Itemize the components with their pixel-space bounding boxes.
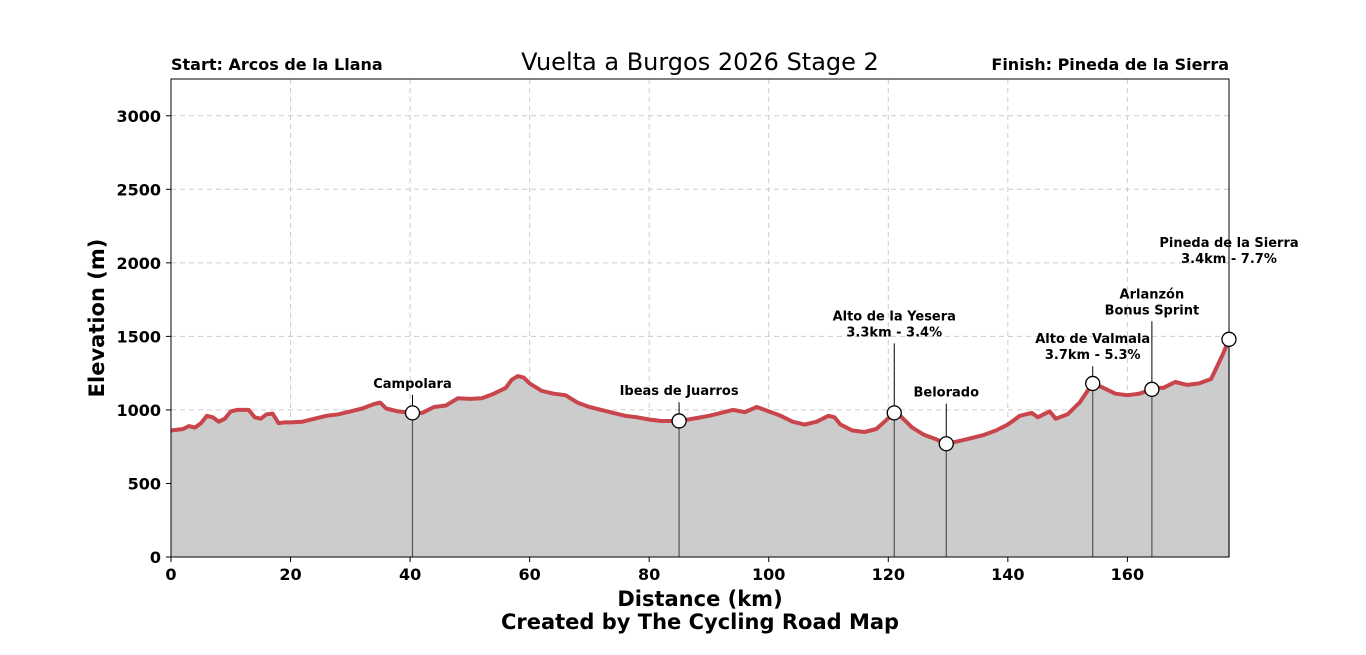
x-tick-label: 0 — [165, 565, 176, 584]
annotation-label: 3.7km - 5.3% — [1045, 348, 1141, 363]
annotation-stems — [411, 269, 1230, 557]
annotation-label: Belorado — [913, 386, 979, 401]
y-tick-label: 3000 — [116, 107, 161, 126]
x-tick-label: 120 — [872, 565, 905, 584]
y-tick-label: 1500 — [116, 327, 161, 346]
y-tick-label: 2500 — [116, 180, 161, 199]
annotation-label: Campolara — [373, 377, 452, 392]
x-tick-label: 100 — [752, 565, 785, 584]
chart-title: Vuelta a Burgos 2026 Stage 2 — [521, 48, 879, 76]
y-tick-label: 1000 — [116, 401, 161, 420]
annotation-marker — [671, 413, 687, 429]
y-axis-label: Elevation (m) — [85, 239, 109, 398]
annotation-label: Arlanzón — [1120, 287, 1185, 302]
x-tick-label: 40 — [399, 565, 421, 584]
annotation-label: 3.4km - 7.7% — [1181, 252, 1277, 267]
y-tick-label: 500 — [128, 474, 161, 493]
credit-text: Created by The Cycling Road Map — [501, 610, 899, 634]
annotation-label: Pineda de la Sierra — [1159, 236, 1298, 251]
start-label: Start: Arcos de la Llana — [171, 55, 383, 74]
elevation-fill-area — [171, 339, 1229, 557]
annotation-marker — [404, 405, 421, 421]
annotation-label: 3.3km - 3.4% — [846, 325, 942, 340]
x-tick-label: 160 — [1111, 565, 1144, 584]
annotation-labels: Campolara Ibeas de Juarros Alto de la Yese… — [373, 236, 1298, 401]
x-axis-label: Distance (km) — [617, 587, 782, 611]
x-tick-label: 140 — [991, 565, 1024, 584]
y-tick-label: 0 — [150, 548, 161, 567]
annotation-label: Alto de Valmala — [1035, 332, 1150, 347]
annotation-label: Alto de la Yesera — [833, 309, 956, 324]
annotation-label: Bonus Sprint — [1105, 303, 1200, 318]
y-axis-ticks: 0 500 1000 1500 2000 2500 3000 — [116, 107, 171, 567]
x-tick-label: 20 — [279, 565, 301, 584]
annotation-markers — [404, 331, 1237, 452]
y-tick-label: 2000 — [116, 254, 161, 273]
annotation-marker — [938, 436, 954, 452]
plot-frame — [170, 78, 1230, 558]
x-axis-ticks: 0 20 40 60 80 100 120 140 160 — [165, 557, 1144, 584]
x-tick-label: 60 — [519, 565, 541, 584]
annotation-marker — [1085, 375, 1101, 392]
annotation-marker — [1144, 381, 1160, 397]
annotation-marker — [886, 405, 902, 421]
x-tick-label: 80 — [638, 565, 660, 584]
elevation-profile-line — [170, 338, 1231, 446]
finish-label: Finish: Pineda de la Sierra — [991, 55, 1229, 74]
annotation-label: Ibeas de Juarros — [620, 384, 739, 399]
annotation-marker — [1221, 331, 1237, 347]
